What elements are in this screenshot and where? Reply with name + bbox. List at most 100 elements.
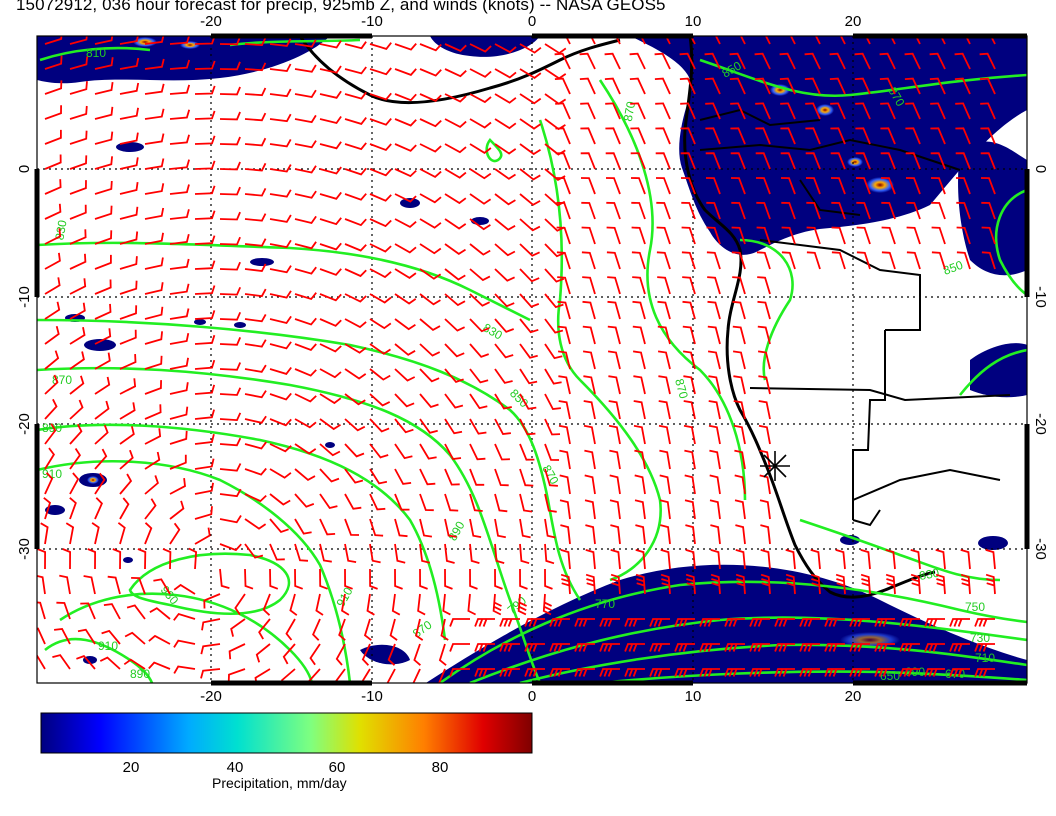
wind-barb <box>635 524 646 545</box>
wind-barb <box>228 643 246 660</box>
wind-barb <box>94 424 109 445</box>
wind-barb <box>681 201 696 220</box>
wind-barb <box>705 102 721 120</box>
wind-barb <box>442 593 451 616</box>
wind-barb <box>294 443 317 455</box>
wind-barb <box>244 87 267 97</box>
wind-barb <box>524 668 545 677</box>
wind-barb <box>749 643 770 652</box>
wind-barb <box>544 418 561 436</box>
wind-barb <box>980 177 996 195</box>
wind-barb <box>749 618 770 627</box>
wind-barb <box>219 488 242 498</box>
axis-ticks <box>34 33 1030 686</box>
wind-barb <box>194 409 215 420</box>
wind-barb <box>44 252 61 270</box>
wind-barb <box>657 350 671 370</box>
wind-barb <box>394 543 406 564</box>
wind-barb <box>103 603 121 620</box>
wind-barb <box>244 62 267 72</box>
wind-barb <box>494 393 512 410</box>
wind-barb <box>69 204 87 220</box>
wind-barb <box>608 375 621 395</box>
wind-barb <box>269 443 292 453</box>
wind-barb <box>924 643 945 652</box>
wind-barb <box>173 583 196 595</box>
wind-barb <box>194 60 216 70</box>
wind-barb <box>733 424 746 445</box>
wind-barb <box>144 36 165 45</box>
wind-barb <box>685 573 696 595</box>
wind-barb <box>144 306 164 320</box>
wind-barb <box>444 368 464 383</box>
wind-barb <box>319 166 342 175</box>
wind-barb <box>244 364 267 373</box>
wind-barb <box>974 668 995 677</box>
wind-barb <box>755 177 771 195</box>
wind-barb <box>682 276 696 295</box>
wind-barb <box>94 448 108 470</box>
wind-barb <box>194 384 216 395</box>
wind-barb <box>319 393 342 405</box>
wind-barb <box>119 378 137 395</box>
wind-barb <box>519 418 536 436</box>
wind-barb <box>169 159 190 170</box>
wind-barb <box>849 668 870 677</box>
wind-barb <box>730 127 746 145</box>
wind-barb <box>69 130 88 145</box>
wind-barb <box>864 36 871 45</box>
wind-barb <box>608 400 621 420</box>
wind-barb <box>344 117 367 125</box>
wind-barb <box>584 449 596 470</box>
svg-text:910: 910 <box>98 639 118 653</box>
wind-barb <box>757 300 771 320</box>
wind-barb <box>69 81 88 95</box>
wind-barb <box>94 400 110 420</box>
wind-barb <box>756 226 771 245</box>
wind-barb <box>664 36 671 45</box>
wind-barb <box>94 81 114 95</box>
wind-barb <box>632 350 646 370</box>
wind-barb <box>344 167 367 176</box>
wind-barb <box>438 668 446 683</box>
wind-barb <box>906 226 921 245</box>
wind-barb <box>219 136 241 146</box>
wind-barb <box>269 88 292 98</box>
wind-barb <box>879 77 896 95</box>
wind-barb <box>494 143 517 155</box>
wind-barb <box>386 668 396 683</box>
wind-barb <box>219 86 241 96</box>
wind-barb <box>555 177 571 195</box>
wind-barb <box>444 268 466 281</box>
wind-barb <box>219 337 242 346</box>
wind-barb <box>469 118 492 129</box>
wind-barb <box>188 547 198 570</box>
wind-barb <box>119 354 137 370</box>
wind-barb <box>269 366 292 375</box>
wind-barb <box>44 398 58 420</box>
wind-barb <box>905 127 921 145</box>
wind-barb <box>344 418 366 432</box>
wind-barb <box>194 506 213 520</box>
wind-barb <box>269 392 292 401</box>
wind-barb <box>203 593 221 609</box>
wind-barb <box>639 36 646 45</box>
wind-barb <box>319 518 336 536</box>
wind-barb <box>660 524 671 545</box>
wind-barb <box>517 593 527 616</box>
wind-barb <box>582 276 596 295</box>
wind-barb <box>419 43 442 52</box>
wind-barb <box>683 400 696 420</box>
wind-barb <box>939 36 946 45</box>
wind-barb <box>69 351 85 370</box>
wind-barb <box>394 568 403 590</box>
wind-barb <box>344 193 367 201</box>
wind-barb <box>583 424 596 445</box>
wind-barb <box>980 127 996 145</box>
wind-barbs <box>37 36 996 683</box>
wind-barb <box>609 449 621 470</box>
wind-barb <box>544 468 558 487</box>
wind-barb <box>394 518 408 538</box>
wind-barb <box>544 518 556 539</box>
wind-barb <box>824 643 845 652</box>
